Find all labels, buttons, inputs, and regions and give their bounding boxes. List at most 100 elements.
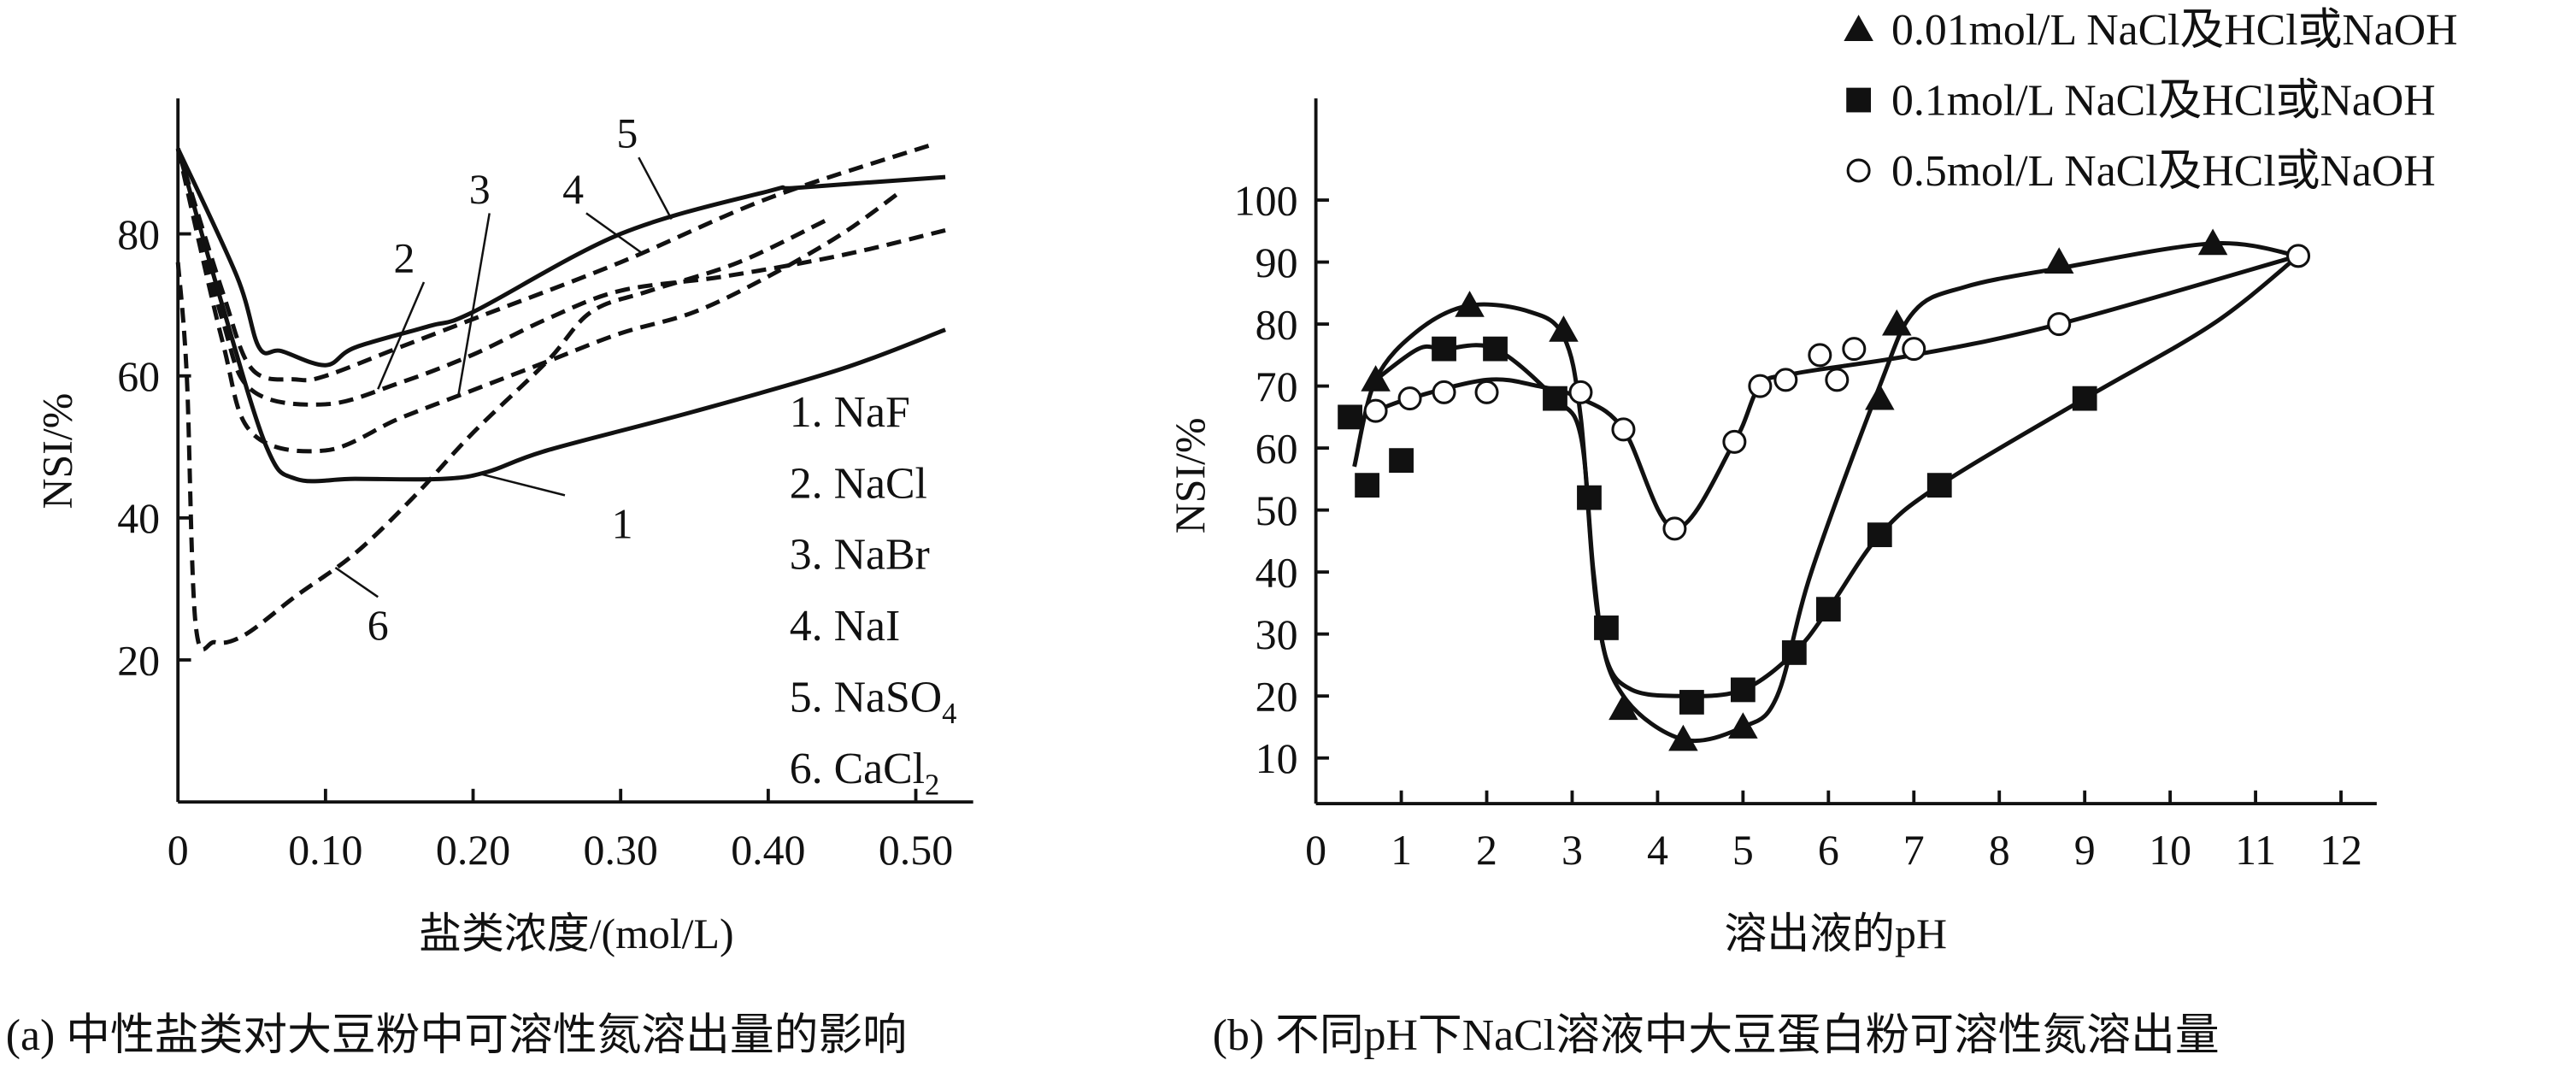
triangle-marker: [1865, 383, 1895, 410]
legend-item: 4. NaI: [790, 602, 900, 651]
legend-item: 5. NaSO4: [790, 674, 957, 730]
square-marker: [2072, 386, 2097, 411]
curve-label-3: 3: [469, 166, 491, 213]
chart-b-xlabel: 溶出液的pH: [1725, 910, 1947, 957]
legend-item: 0.5mol/L NaCl及HCl或NaOH: [1891, 147, 2436, 196]
square-marker: [1389, 448, 1414, 474]
leader-line: [638, 156, 673, 220]
y-tick-label: 40: [117, 495, 160, 542]
x-tick-label: 0.30: [584, 827, 658, 874]
circle-marker: [1662, 516, 1687, 541]
x-tick-label: 0: [168, 827, 189, 874]
y-tick-label: 60: [1256, 425, 1298, 472]
y-tick-label: 100: [1234, 177, 1298, 224]
x-tick-label: 6: [1818, 827, 1839, 874]
square-marker: [1867, 522, 1892, 548]
x-tick-label: 7: [1903, 827, 1925, 874]
triangle-marker: [2197, 228, 2228, 256]
x-tick-label: 3: [1561, 827, 1583, 874]
triangle-marker: [1668, 724, 1698, 751]
square-marker: [1815, 597, 1841, 622]
legend-item: 6. CaCl2: [790, 745, 939, 801]
triangle-marker: [1361, 365, 1391, 392]
chart-a-caption: (a) 中性盐类对大豆粉中可溶性氮溶出量的影响: [6, 1011, 907, 1060]
leader-line: [477, 472, 566, 497]
curve-label-1: 1: [612, 500, 633, 547]
triangle-marker: [2044, 247, 2074, 274]
chart-a-xlabel: 盐类浓度/(mol/L): [419, 910, 734, 957]
curve-label-2: 2: [393, 234, 415, 281]
circle-marker: [1397, 386, 1422, 411]
series-line-nacl: [175, 148, 946, 407]
legend-item: 1. NaF: [790, 388, 910, 437]
square-marker: [1679, 690, 1704, 715]
circle-marker: [2286, 244, 2311, 268]
circle-marker: [1568, 380, 1593, 404]
square-marker: [1781, 640, 1807, 665]
square-marker: [1338, 404, 1362, 430]
triangle-marker: [1609, 693, 1638, 721]
x-tick-label: 5: [1732, 827, 1754, 874]
circle-marker: [1773, 368, 1798, 392]
x-tick-label: 4: [1647, 827, 1668, 874]
y-tick-label: 70: [1256, 363, 1298, 410]
square-marker: [1483, 336, 1508, 362]
circle-marker: [1432, 380, 1456, 404]
y-tick-label: 80: [1256, 301, 1298, 348]
y-tick-label: 20: [1256, 673, 1298, 720]
y-tick-label: 30: [1256, 611, 1298, 658]
square-marker: [1543, 386, 1567, 411]
square-marker: [1432, 336, 1456, 362]
legend-item: 2. NaCl: [790, 459, 927, 508]
y-tick-label: 60: [117, 353, 160, 400]
y-tick-label: 80: [117, 211, 160, 258]
x-tick-label: 10: [2149, 827, 2191, 874]
series-curve-square: [1374, 254, 2300, 698]
legend-item: 3. NaBr: [790, 531, 930, 580]
y-tick-label: 90: [1256, 239, 1298, 286]
circle-marker: [1825, 368, 1850, 392]
legend-item: 0.01mol/L NaCl及HCl或NaOH: [1891, 6, 2458, 55]
curve-label-6: 6: [368, 602, 389, 649]
circle-marker: [1611, 417, 1636, 442]
circle-marker: [1902, 337, 1926, 362]
x-tick-label: 0: [1305, 827, 1326, 874]
circle-marker: [2047, 312, 2072, 337]
legend-item: 0.1mol/L NaCl及HCl或NaOH: [1891, 76, 2436, 125]
circle-marker: [1748, 374, 1773, 398]
square-marker: [1926, 473, 1952, 498]
curve-label-5: 5: [616, 110, 638, 157]
circle-marker: [1474, 380, 1499, 404]
x-tick-label: 8: [1989, 827, 2010, 874]
x-tick-label: 0.20: [436, 827, 510, 874]
triangle-marker: [1455, 291, 1485, 317]
chart-a: 0 0.10 0.20 0.30 0.40 0.50 20 40 60 80 NSI/% 盐类浓度…: [6, 98, 973, 1060]
series-line-cacl2: [175, 217, 828, 652]
chart-b-caption: (b) 不同pH下NaCl溶液中大豆蛋白粉可溶性氮溶出量: [1213, 1011, 2220, 1060]
series-curve-triangle: [1352, 241, 2299, 744]
series-curve-circle: [1374, 253, 2299, 531]
square-marker: [1577, 485, 1602, 510]
triangle-marker: [1549, 315, 1579, 342]
y-tick-label: 20: [117, 637, 160, 684]
triangle-marker: [1882, 309, 1912, 336]
chart-b-ylabel: NSI/%: [1167, 417, 1214, 533]
circle-marker: [1842, 337, 1867, 362]
x-tick-label: 11: [2235, 827, 2276, 874]
square-marker: [1730, 677, 1756, 703]
x-tick-label: 0.10: [288, 827, 362, 874]
leader-line: [334, 566, 379, 598]
x-tick-label: 0.40: [731, 827, 805, 874]
circle-marker: [1363, 398, 1388, 423]
circle-marker: [1722, 429, 1747, 454]
x-tick-label: 9: [2074, 827, 2096, 874]
leader-line: [377, 281, 426, 390]
x-tick-label: 0.50: [879, 827, 953, 874]
chart-a-ylabel: NSI/%: [34, 393, 81, 509]
series-line-nabr: [175, 148, 903, 454]
y-tick-label: 10: [1256, 735, 1298, 782]
leader-line: [585, 212, 643, 255]
square-marker: [1846, 87, 1872, 113]
